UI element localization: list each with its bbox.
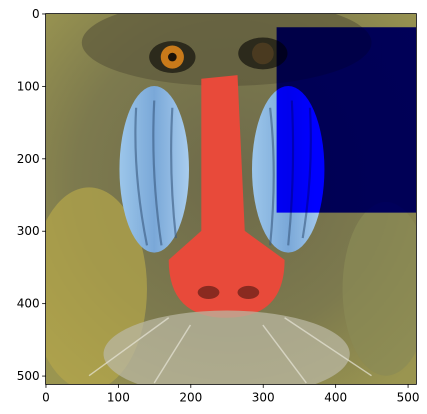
y-tick-label: 100 <box>17 79 40 93</box>
x-tick-label: 300 <box>252 390 275 404</box>
x-tick-label: 400 <box>324 390 347 404</box>
y-tick-label: 500 <box>17 369 40 383</box>
axes-frame <box>45 13 417 385</box>
x-tick-label: 200 <box>179 390 202 404</box>
x-tick-label: 100 <box>107 390 130 404</box>
y-tick-label: 200 <box>17 152 40 166</box>
y-tick-label: 0 <box>32 7 40 21</box>
x-tick-label: 0 <box>42 390 50 404</box>
y-tick-label: 300 <box>17 224 40 238</box>
y-tick-label: 400 <box>17 297 40 311</box>
x-tick-label: 500 <box>397 390 420 404</box>
